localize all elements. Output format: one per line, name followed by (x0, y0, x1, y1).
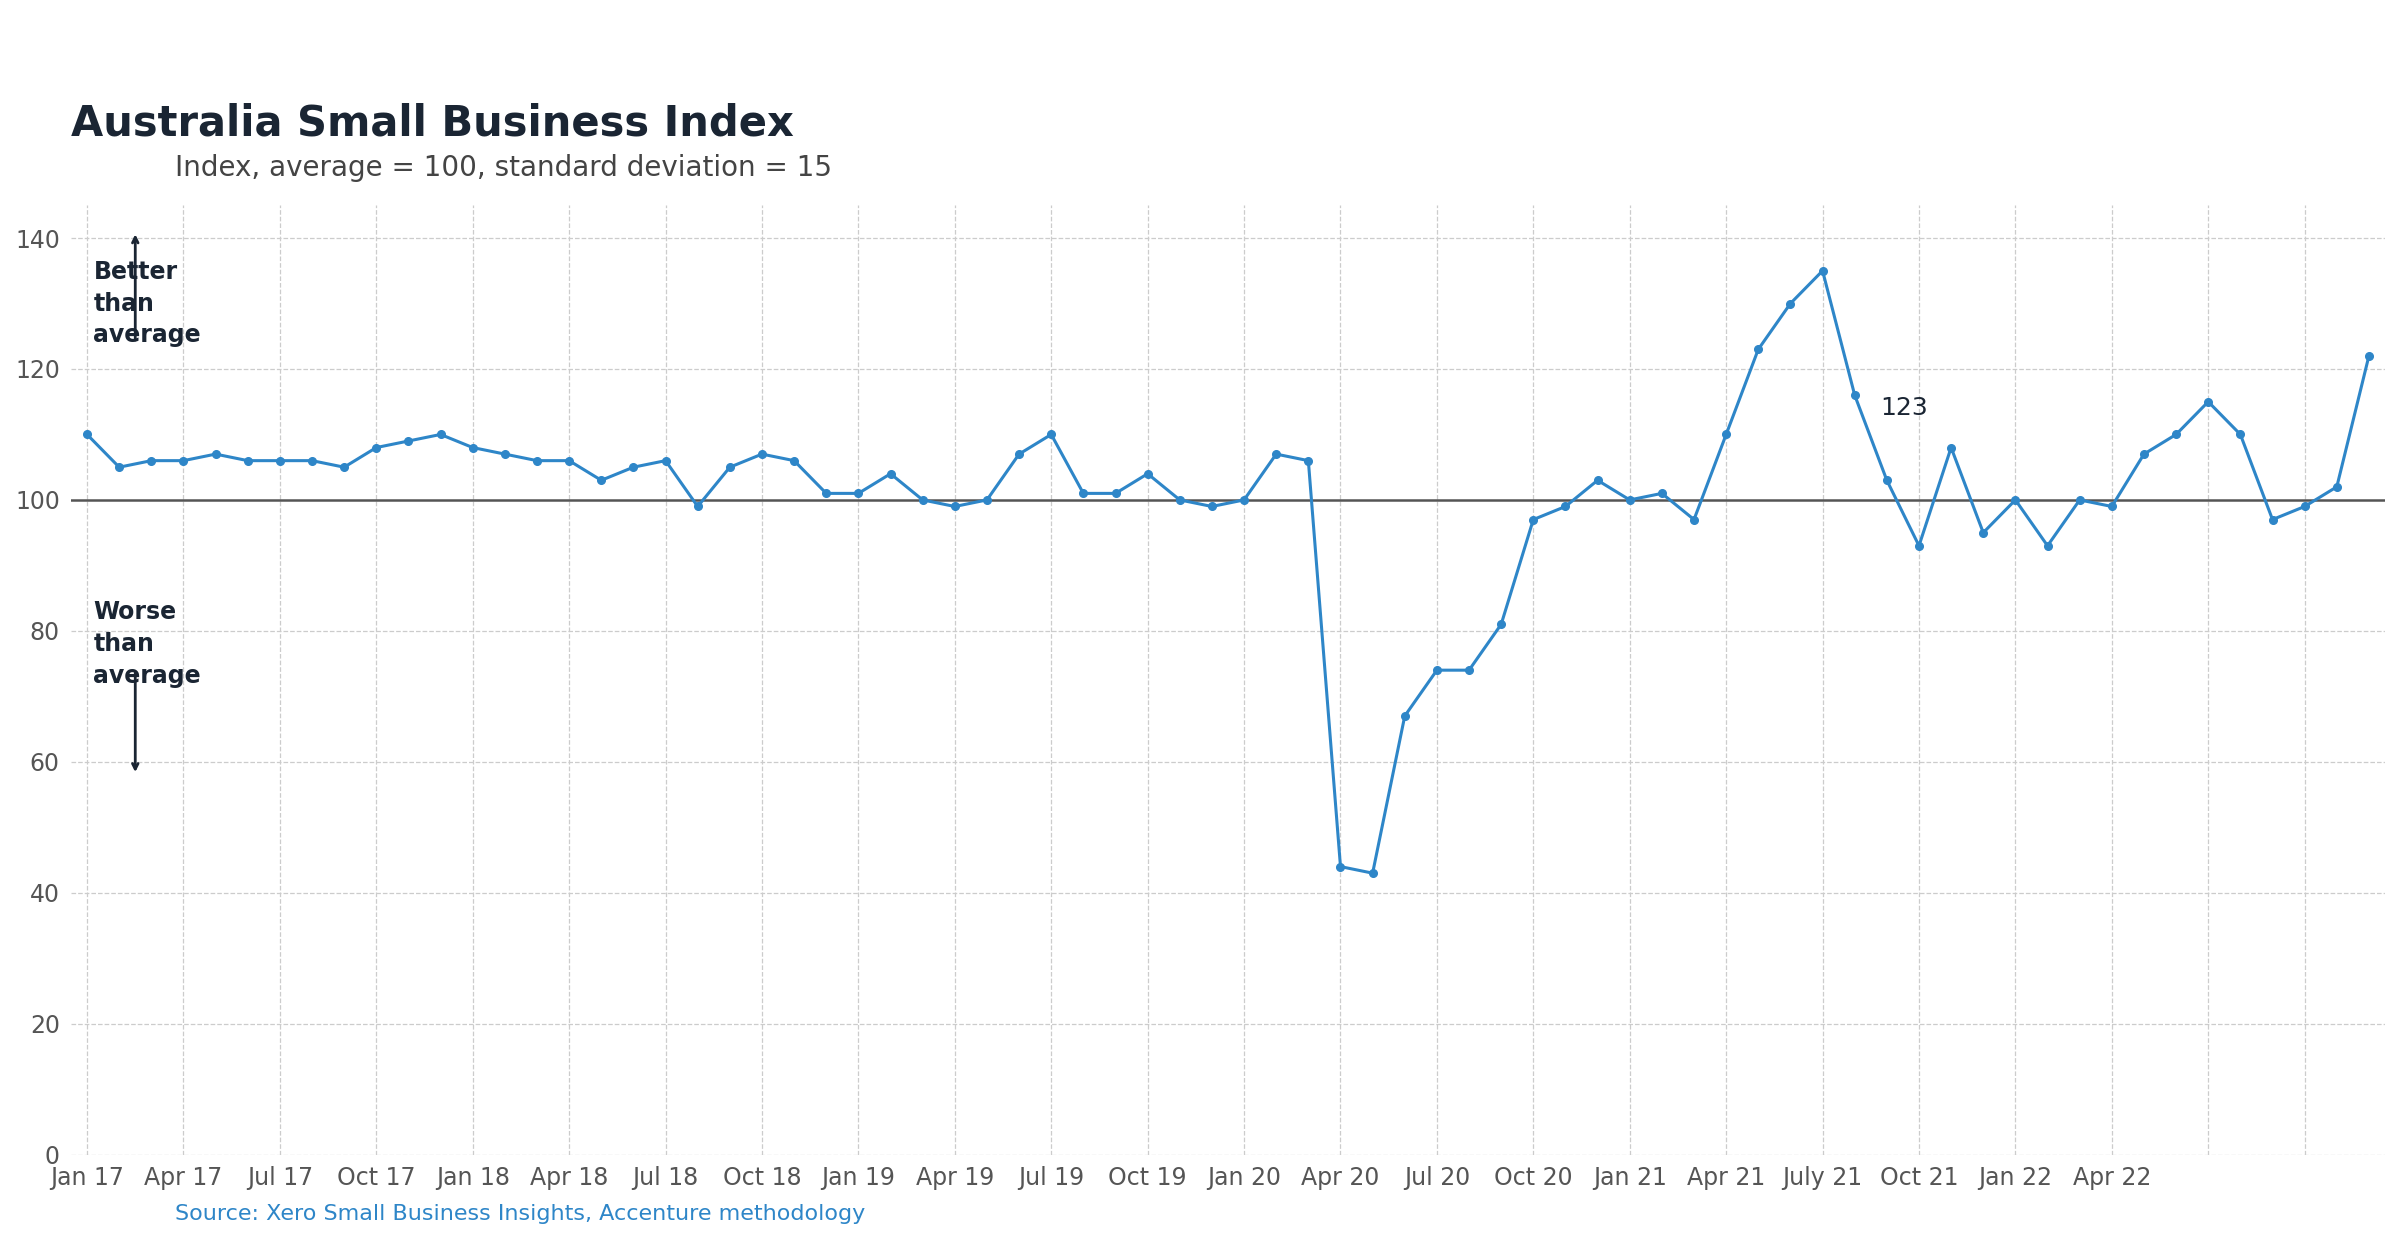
Text: 123: 123 (1882, 395, 1927, 420)
Text: Australia Small Business Index: Australia Small Business Index (72, 103, 794, 144)
Text: Index, average = 100, standard deviation = 15: Index, average = 100, standard deviation… (175, 154, 833, 182)
Text: Worse
than
average: Worse than average (94, 600, 202, 688)
Text: Source: Xero Small Business Insights, Accenture methodology: Source: Xero Small Business Insights, Ac… (175, 1204, 866, 1224)
Text: Better
than
average: Better than average (94, 260, 202, 348)
